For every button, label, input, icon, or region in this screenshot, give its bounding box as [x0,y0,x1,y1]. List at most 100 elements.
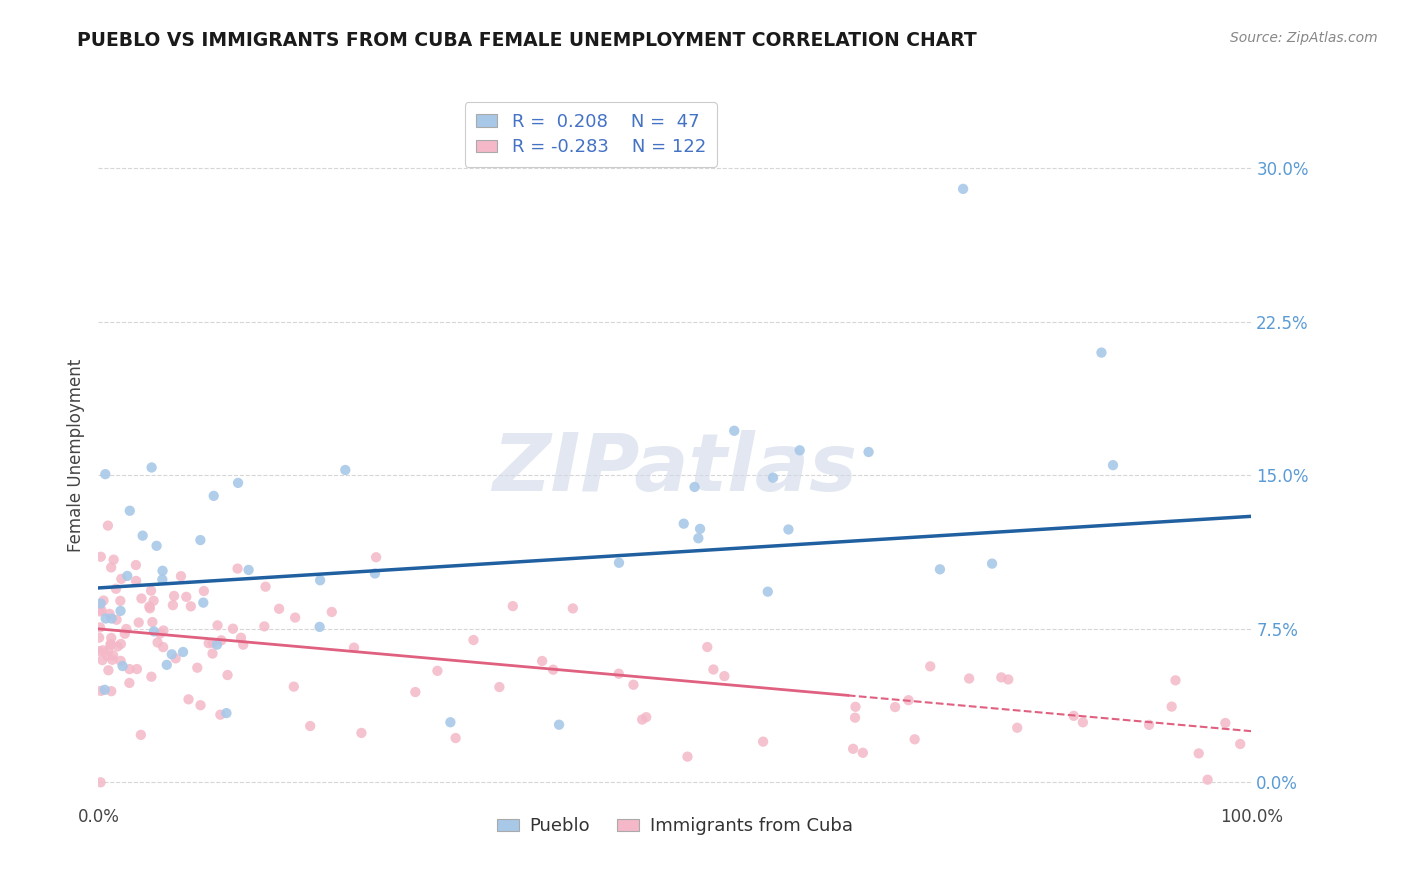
Point [101,653,124,667]
Point [165,651,187,665]
Point [1102,458,1125,472]
Point [321,605,343,619]
Point [343,640,366,655]
Point [118,676,141,690]
Point [96,648,118,663]
Point [110,594,132,608]
Point [1188,747,1211,761]
Point [107,640,129,654]
Point [150,573,173,587]
Point [636,710,658,724]
Point [163,589,186,603]
Point [1063,709,1085,723]
Point [90,603,112,617]
Point [689,522,711,536]
Point [152,624,174,638]
Point [139,583,162,598]
Point [207,618,229,632]
Point [1071,715,1094,730]
Point [180,599,202,614]
Point [238,563,260,577]
Point [94,611,117,625]
Point [131,529,153,543]
Point [172,645,194,659]
Point [90,684,112,698]
Point [162,598,184,612]
Point [607,556,630,570]
Point [283,680,305,694]
Point [929,562,952,576]
Point [103,648,125,663]
Point [350,726,373,740]
Point [93,593,115,607]
Point [174,590,197,604]
Point [190,698,212,713]
Point [426,664,449,678]
Point [93,682,115,697]
Point [752,734,775,748]
Point [209,707,232,722]
Point [201,647,224,661]
Point [186,661,208,675]
Y-axis label: Female Unemployment: Female Unemployment [66,359,84,551]
Point [156,657,179,672]
Point [190,533,212,547]
Point [205,638,228,652]
Point [115,622,138,636]
Point [672,516,695,531]
Point [90,549,112,564]
Point [146,635,169,649]
Point [1160,699,1182,714]
Point [193,596,215,610]
Point [920,659,942,673]
Point [215,706,238,720]
Point [193,584,215,599]
Point [981,557,1004,571]
Point [138,599,160,614]
Point [541,663,564,677]
Point [125,558,148,572]
Point [87,644,110,658]
Point [217,668,239,682]
Point [990,670,1012,684]
Point [463,633,485,648]
Point [232,638,254,652]
Point [110,654,132,668]
Point [229,631,252,645]
Point [100,611,122,625]
Point [142,593,165,607]
Point [100,631,122,645]
Point [145,539,167,553]
Point [226,475,249,490]
Point [844,711,866,725]
Point [778,523,800,537]
Point [110,637,132,651]
Point [103,552,125,566]
Point [439,715,461,730]
Point [852,746,875,760]
Point [607,666,630,681]
Point [308,620,330,634]
Point [117,569,139,583]
Point [1229,737,1251,751]
Point [139,601,162,615]
Point [884,700,907,714]
Legend: Pueblo, Immigrants from Cuba: Pueblo, Immigrants from Cuba [489,810,860,842]
Point [253,619,276,633]
Point [141,670,163,684]
Point [100,637,122,651]
Point [756,584,779,599]
Point [364,566,387,581]
Point [141,460,163,475]
Point [702,663,724,677]
Point [222,622,245,636]
Point [789,443,811,458]
Point [142,624,165,639]
Point [688,531,710,545]
Point [531,654,554,668]
Point [90,775,112,789]
Point [152,564,174,578]
Point [152,640,174,655]
Point [952,182,974,196]
Point [696,640,718,654]
